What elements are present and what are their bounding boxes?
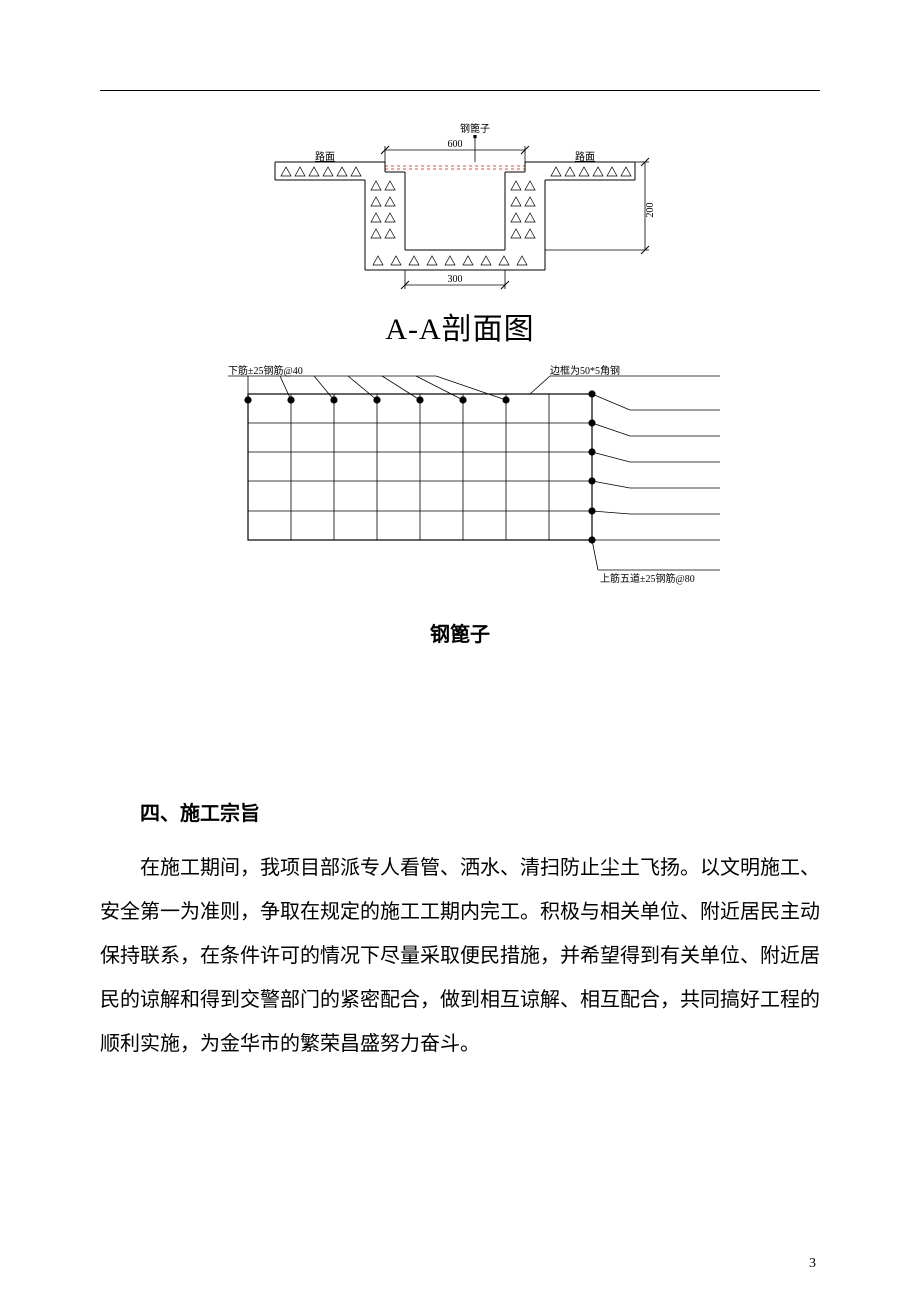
header-rule bbox=[100, 90, 820, 91]
dim-300: 300 bbox=[448, 274, 463, 285]
dim-200: 200 bbox=[645, 203, 656, 218]
section-outline bbox=[275, 162, 635, 270]
page-content: 钢篦子 600 路面 路面 bbox=[100, 90, 820, 1066]
section-aa-diagram: 钢篦子 600 路面 路面 bbox=[245, 120, 675, 300]
label-road-left: 路面 bbox=[315, 150, 335, 163]
side-leaders bbox=[589, 391, 720, 543]
grate-grid bbox=[248, 394, 592, 540]
label-road-right: 路面 bbox=[575, 150, 595, 163]
grate-diagram: 下筋±25钢筋@40 边框为50*5角钢 bbox=[180, 360, 740, 600]
grate-title: 钢篦子 bbox=[100, 618, 820, 647]
label-bottom-rebar: 下筋±25钢筋@40 bbox=[228, 364, 303, 377]
top-leaders bbox=[245, 376, 509, 403]
label-top-rebar: 上筋五道±25钢筋@80 bbox=[600, 572, 695, 585]
section-4-heading: 四、施工宗旨 bbox=[100, 797, 820, 826]
page-number: 3 bbox=[809, 1256, 816, 1272]
section-aa-title: A-A剖面图 bbox=[100, 304, 820, 348]
dim-600: 600 bbox=[448, 139, 463, 150]
label-frame: 边框为50*5角钢 bbox=[550, 364, 620, 377]
section-4-body: 在施工期间，我项目部派专人看管、洒水、清扫防止尘土飞扬。以文明施工、安全第一为准… bbox=[100, 846, 820, 1066]
diagram-block: 钢篦子 600 路面 路面 bbox=[100, 120, 820, 647]
label-grate: 钢篦子 bbox=[460, 122, 490, 135]
